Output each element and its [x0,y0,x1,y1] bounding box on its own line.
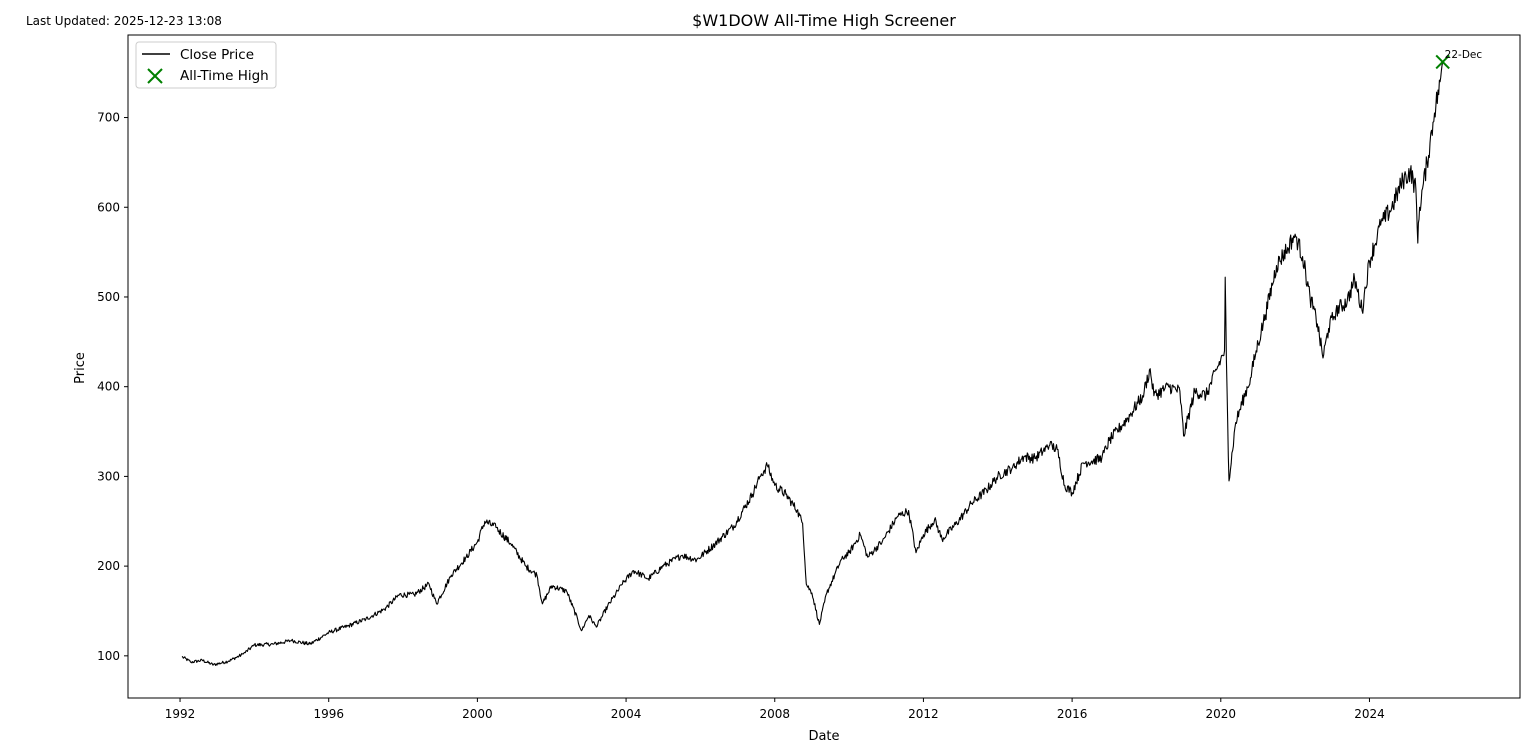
y-tick-label: 500 [97,290,120,304]
legend: Close Price All-Time High [135,41,277,89]
y-tick-label: 400 [97,380,120,394]
x-tick-label: 2016 [1057,707,1088,721]
x-tick-label: 2020 [1206,707,1237,721]
plot-frame [127,34,1521,699]
x-tick-label: 2000 [462,707,493,721]
x-tick-label: 2024 [1354,707,1385,721]
chart-title: $W1DOW All-Time High Screener [692,11,956,30]
y-tick-label: 200 [97,559,120,573]
x-axis-label: Date [808,729,839,744]
all-time-high-marker [1435,54,1450,70]
y-tick-label: 300 [97,469,120,483]
x-tick-label: 2004 [611,707,642,721]
y-axis: 100 200 300 400 500 600 700 [97,111,128,663]
x-tick-label: 2008 [759,707,790,721]
legend-ath-swatch [147,68,163,84]
y-tick-label: 600 [97,200,120,214]
legend-ath-label: All-Time High [180,68,269,84]
all-time-high-date-label: 22-Dec [1445,49,1483,61]
y-axis-label: Price [73,352,88,384]
last-updated-label: Last Updated: 2025-12-23 13:08 [26,14,222,28]
y-tick-label: 100 [97,649,120,663]
y-tick-label: 700 [97,111,120,125]
legend-close-price-label: Close Price [180,47,254,63]
x-axis: 1992 1996 2000 2004 2008 2012 2016 2020 2024 [165,698,1385,721]
legend-frame [135,41,277,89]
plot-content: 22-Dec [181,49,1483,666]
close-price-line [181,61,1444,666]
x-tick-label: 2012 [908,707,939,721]
x-tick-label: 1992 [165,707,196,721]
x-tick-label: 1996 [313,707,344,721]
